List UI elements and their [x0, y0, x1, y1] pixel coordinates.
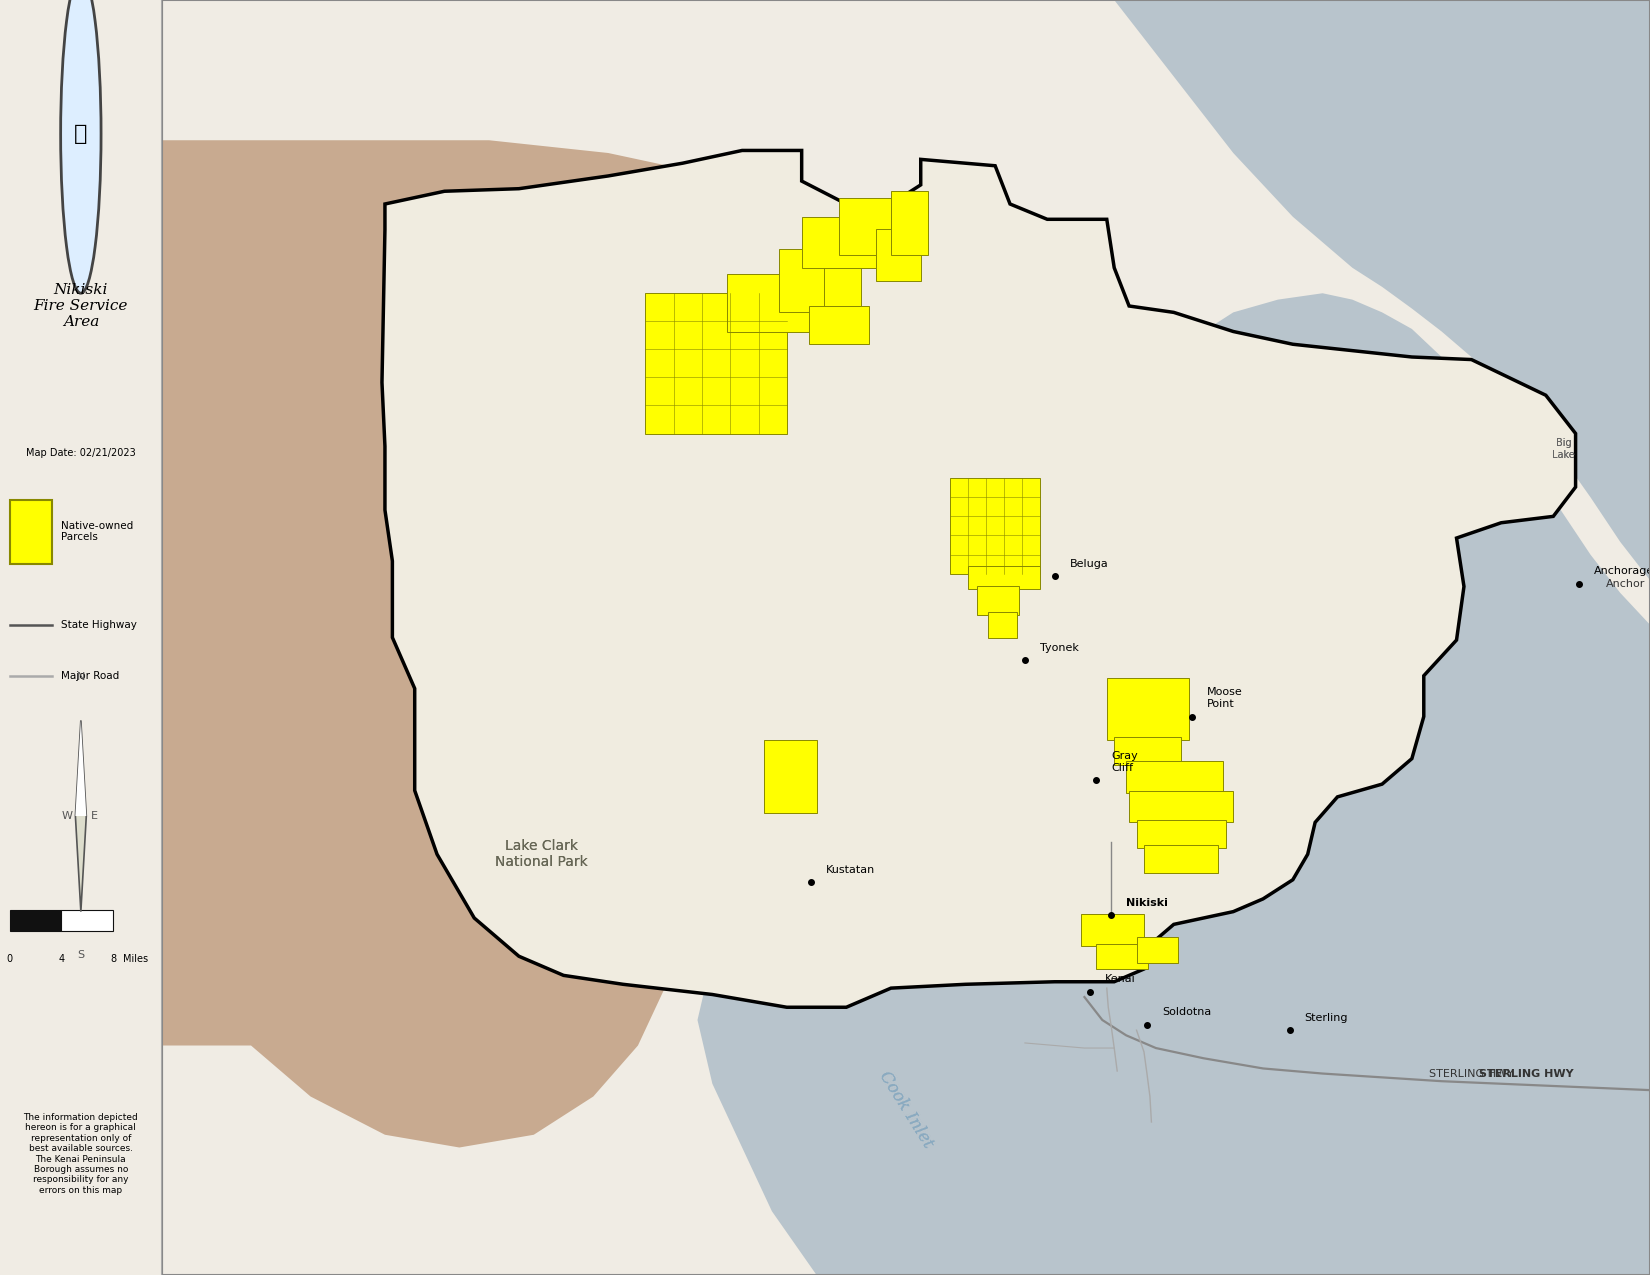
- Bar: [1129, 790, 1233, 822]
- Circle shape: [61, 0, 101, 293]
- Bar: [1125, 761, 1223, 793]
- Text: STERLING HWY: STERLING HWY: [1429, 1068, 1513, 1079]
- Bar: [1096, 944, 1148, 969]
- Bar: [988, 612, 1018, 638]
- Text: Lake Clark
National Park: Lake Clark National Park: [495, 839, 587, 870]
- Text: Nikiski: Nikiski: [1125, 898, 1168, 908]
- Text: Big
Lake: Big Lake: [1553, 439, 1576, 459]
- Bar: [10, 500, 51, 564]
- Text: Kenai: Kenai: [1106, 974, 1137, 984]
- Bar: [1107, 678, 1188, 740]
- Bar: [977, 586, 1020, 615]
- Bar: [1114, 737, 1181, 765]
- Text: 0: 0: [7, 954, 13, 964]
- Text: Map Date: 02/21/2023: Map Date: 02/21/2023: [26, 448, 135, 458]
- Bar: [1137, 937, 1178, 963]
- Text: Anchor: Anchor: [1605, 579, 1645, 589]
- Text: Beluga: Beluga: [1069, 558, 1109, 569]
- Text: 🦅: 🦅: [74, 124, 87, 144]
- Text: 4: 4: [58, 954, 64, 964]
- Bar: [969, 566, 1040, 589]
- Text: STERLING HWY: STERLING HWY: [1478, 1068, 1574, 1079]
- Text: Soldotna: Soldotna: [1162, 1007, 1211, 1017]
- Polygon shape: [1114, 0, 1650, 580]
- Bar: [10, 910, 61, 931]
- Bar: [838, 198, 891, 255]
- Text: Nikiski
Fire Service
Area: Nikiski Fire Service Area: [33, 283, 129, 329]
- Text: Cook Inlet: Cook Inlet: [876, 1067, 936, 1151]
- Text: 8: 8: [111, 954, 116, 964]
- Text: E: E: [91, 811, 97, 821]
- Text: Anchorage: Anchorage: [1594, 566, 1650, 576]
- Text: Lake Clark
National Park: Lake Clark National Park: [495, 839, 587, 870]
- Polygon shape: [162, 0, 713, 1148]
- Text: S: S: [78, 950, 84, 960]
- Bar: [728, 274, 808, 332]
- Text: Tyonek: Tyonek: [1040, 643, 1079, 653]
- Text: Kustatan: Kustatan: [825, 864, 874, 875]
- Text: N: N: [76, 672, 86, 682]
- Bar: [823, 258, 861, 306]
- Text: Moose
Point: Moose Point: [1206, 687, 1242, 709]
- Polygon shape: [698, 293, 1650, 1275]
- Bar: [764, 740, 817, 813]
- Text: Miles: Miles: [122, 954, 148, 964]
- Bar: [645, 293, 787, 434]
- Bar: [779, 249, 832, 312]
- Polygon shape: [381, 150, 1576, 1007]
- Text: Sterling: Sterling: [1305, 1012, 1348, 1023]
- Polygon shape: [76, 720, 86, 912]
- Bar: [1081, 914, 1143, 946]
- Text: Gray
Cliff: Gray Cliff: [1110, 751, 1138, 773]
- Text: Native-owned
Parcels: Native-owned Parcels: [61, 521, 134, 542]
- Text: Cook Inlet: Cook Inlet: [876, 1067, 936, 1151]
- Bar: [1143, 845, 1218, 873]
- Bar: [950, 478, 1040, 574]
- Text: Major Road: Major Road: [61, 671, 120, 681]
- Bar: [891, 191, 929, 255]
- Bar: [61, 910, 114, 931]
- Text: Big
Lake: Big Lake: [1553, 439, 1576, 459]
- Bar: [808, 306, 868, 344]
- Bar: [1137, 820, 1226, 848]
- Bar: [876, 230, 921, 280]
- Text: W: W: [63, 811, 73, 821]
- Text: State Highway: State Highway: [61, 620, 137, 630]
- Polygon shape: [76, 720, 86, 816]
- Text: The information depicted
hereon is for a graphical
representation only of
best a: The information depicted hereon is for a…: [23, 1113, 139, 1195]
- Bar: [802, 217, 876, 268]
